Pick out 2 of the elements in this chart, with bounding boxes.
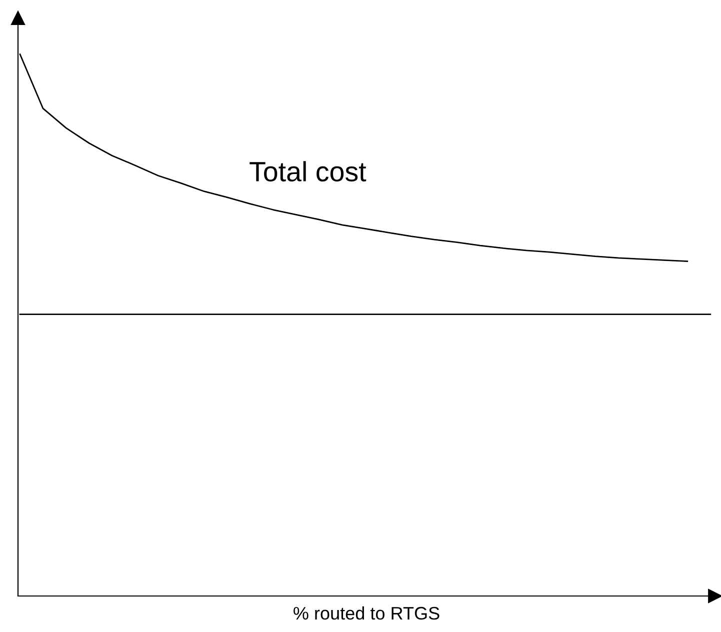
- series-label: Total cost: [250, 161, 366, 182]
- x-axis-title: % routed to RTGS: [294, 606, 440, 620]
